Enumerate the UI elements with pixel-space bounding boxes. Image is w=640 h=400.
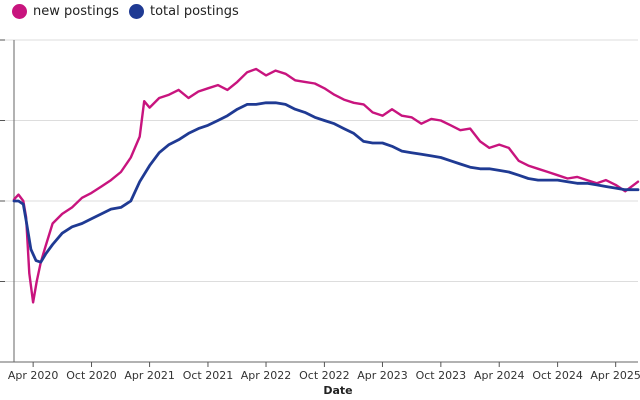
series-line-new-postings <box>12 67 640 304</box>
x-tick-label-4: Apr 2022 <box>241 369 292 382</box>
axis-layer <box>0 39 638 367</box>
x-tick-label-6: Apr 2023 <box>357 369 408 382</box>
x-tick-label-10: Apr 2025 <box>590 369 640 382</box>
legend-swatch-total-postings <box>128 4 144 19</box>
legend-item-new-postings[interactable]: new postings <box>12 4 119 19</box>
grid-layer <box>0 39 638 363</box>
x-axis-title: Date <box>323 384 352 397</box>
x-tick-label-7: Oct 2023 <box>416 369 467 382</box>
legend: new postings total postings <box>12 4 249 19</box>
x-tick-label-0: Apr 2020 <box>8 369 59 382</box>
x-tick-label-9: Oct 2024 <box>532 369 583 382</box>
x-tick-label-8: Apr 2024 <box>474 369 525 382</box>
legend-label-new-postings: new postings <box>33 4 119 19</box>
x-tick-label-2: Apr 2021 <box>124 369 175 382</box>
x-tick-label-5: Oct 2022 <box>299 369 350 382</box>
legend-swatch-new-postings <box>12 4 27 19</box>
series-line-total-postings <box>12 101 640 264</box>
x-tick-label-1: Oct 2020 <box>66 369 117 382</box>
tick-labels: Apr 2020 Oct 2020 Apr 2021 Oct 2021 Apr 2022… <box>8 369 640 382</box>
legend-label-total-postings: total postings <box>149 4 239 19</box>
x-tick-label-3: Oct 2021 <box>183 369 234 382</box>
series-layer <box>12 67 640 304</box>
legend-item-total-postings[interactable]: total postings <box>128 4 239 19</box>
